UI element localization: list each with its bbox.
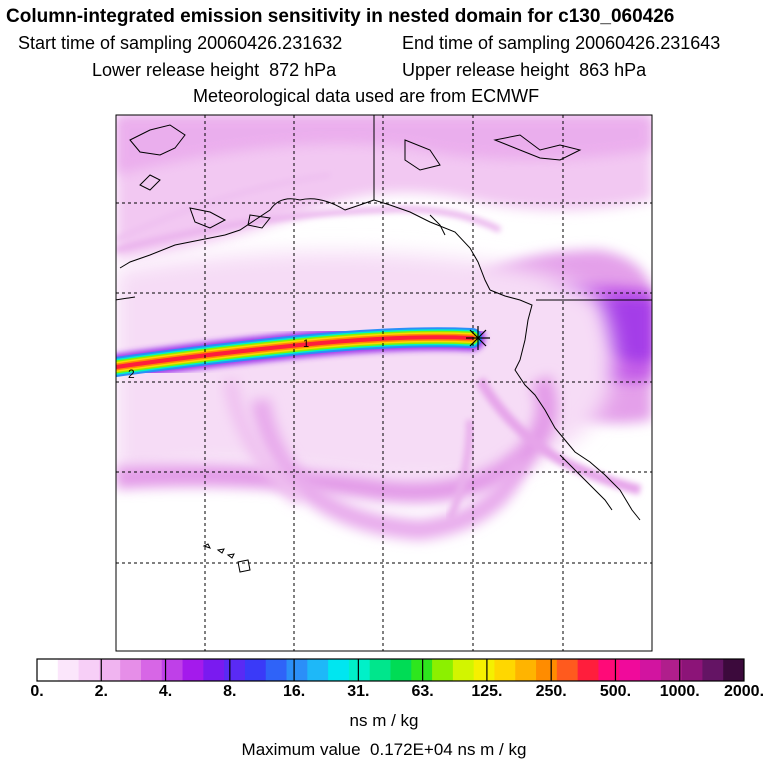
color-scale-cell bbox=[452, 659, 475, 681]
color-scale-cell bbox=[37, 659, 59, 681]
color-scale-tick-label: 31. bbox=[347, 683, 370, 700]
color-scale-tick-label: 125. bbox=[471, 683, 503, 700]
color-scale-cell bbox=[473, 659, 495, 681]
trajectory-plume bbox=[116, 324, 485, 380]
color-scale-cell bbox=[99, 659, 121, 681]
color-scale-tick-label: 2000. bbox=[723, 683, 765, 700]
color-scale-cell bbox=[161, 659, 184, 681]
end-time-label: End time of sampling 20060426.231643 bbox=[402, 33, 720, 54]
color-scale-cell bbox=[265, 659, 288, 681]
color-scale-cell bbox=[681, 659, 703, 681]
end-time-value: 20060426.231643 bbox=[575, 33, 721, 53]
color-scale-cell bbox=[328, 659, 350, 681]
color-scale-cell bbox=[702, 659, 724, 681]
plot-title: Column-integrated emission sensitivity i… bbox=[6, 6, 675, 27]
color-scale-cell bbox=[598, 659, 620, 681]
map-frame bbox=[115, 114, 653, 652]
trajectory-label-2: 2 bbox=[128, 367, 135, 381]
color-scale-tick-label: 250. bbox=[535, 683, 567, 700]
color-scale-cell bbox=[494, 659, 516, 681]
color-scale-cell bbox=[660, 659, 683, 681]
trajectory-label-1: 1 bbox=[303, 338, 309, 350]
lower-height-label: Lower release height 872 hPa bbox=[92, 60, 336, 81]
color-scale-units: ns m / kg bbox=[349, 711, 419, 730]
color-scale-cell bbox=[182, 659, 204, 681]
release-point-asterisk-icon bbox=[466, 326, 490, 350]
color-scale-cell bbox=[640, 659, 662, 681]
color-scale-cell bbox=[140, 659, 163, 681]
color-scale-tick-label: 16. bbox=[282, 683, 306, 700]
start-time-value: 20060426.231632 bbox=[197, 33, 343, 53]
met-data-line: Meteorological data used are from ECMWF bbox=[193, 86, 540, 106]
color-scale-tick-label: 0. bbox=[30, 683, 44, 700]
start-time-text: Start time of sampling bbox=[18, 33, 193, 53]
color-scale-cell bbox=[390, 659, 412, 681]
maximum-value-label: Maximum value bbox=[241, 740, 361, 759]
color-scale-cell bbox=[369, 659, 391, 681]
lower-height-value: 872 hPa bbox=[269, 60, 337, 80]
color-scale-cell bbox=[536, 659, 558, 681]
color-scale-cell bbox=[556, 659, 579, 681]
color-scale-tick-label: 4. bbox=[158, 683, 173, 700]
color-scale-cells bbox=[37, 659, 745, 681]
color-scale-tick-label: 1000. bbox=[659, 683, 700, 700]
color-scale-cell bbox=[244, 659, 267, 681]
color-scale-cell bbox=[411, 659, 433, 681]
end-time-text: End time of sampling bbox=[402, 33, 571, 53]
color-scale-cell bbox=[432, 659, 454, 681]
lat-lon-grid bbox=[116, 115, 652, 651]
color-scale-cell bbox=[203, 659, 225, 681]
lower-height-text: Lower release height bbox=[92, 60, 260, 80]
color-scale-cell bbox=[515, 659, 537, 681]
color-scale-cell bbox=[307, 659, 329, 681]
color-scale-cell bbox=[57, 659, 80, 681]
color-scale-cell bbox=[286, 659, 308, 681]
start-time-label: Start time of sampling 20060426.231632 bbox=[18, 33, 342, 54]
hawaii-islands bbox=[202, 543, 251, 573]
color-scale-tick-label: 63. bbox=[411, 683, 434, 700]
maximum-value-line: Maximum value 0.172E+04 ns m / kg bbox=[0, 740, 768, 760]
color-scale-tick-label: 2. bbox=[94, 683, 108, 700]
color-scale-cell bbox=[619, 659, 641, 681]
color-scale-cell bbox=[78, 659, 100, 681]
color-scale-major-ticks bbox=[100, 659, 681, 681]
color-scale-cell bbox=[120, 659, 142, 681]
color-scale-tick-label: 8. bbox=[223, 683, 237, 700]
emission-sensitivity-map: 2 1 bbox=[115, 114, 653, 652]
upper-height-value: 863 hPa bbox=[579, 60, 647, 80]
color-scale-tick-label: 500. bbox=[599, 683, 632, 700]
upper-height-label: Upper release height 863 hPa bbox=[402, 60, 646, 81]
upper-height-text: Upper release height bbox=[402, 60, 570, 80]
maximum-value: 0.172E+04 ns m / kg bbox=[370, 740, 527, 759]
color-scale-cell bbox=[723, 659, 745, 681]
color-scale-cell bbox=[348, 659, 371, 681]
color-scale-frame bbox=[36, 658, 745, 682]
color-scale-cell bbox=[577, 659, 599, 681]
color-scale-cell bbox=[224, 659, 246, 681]
